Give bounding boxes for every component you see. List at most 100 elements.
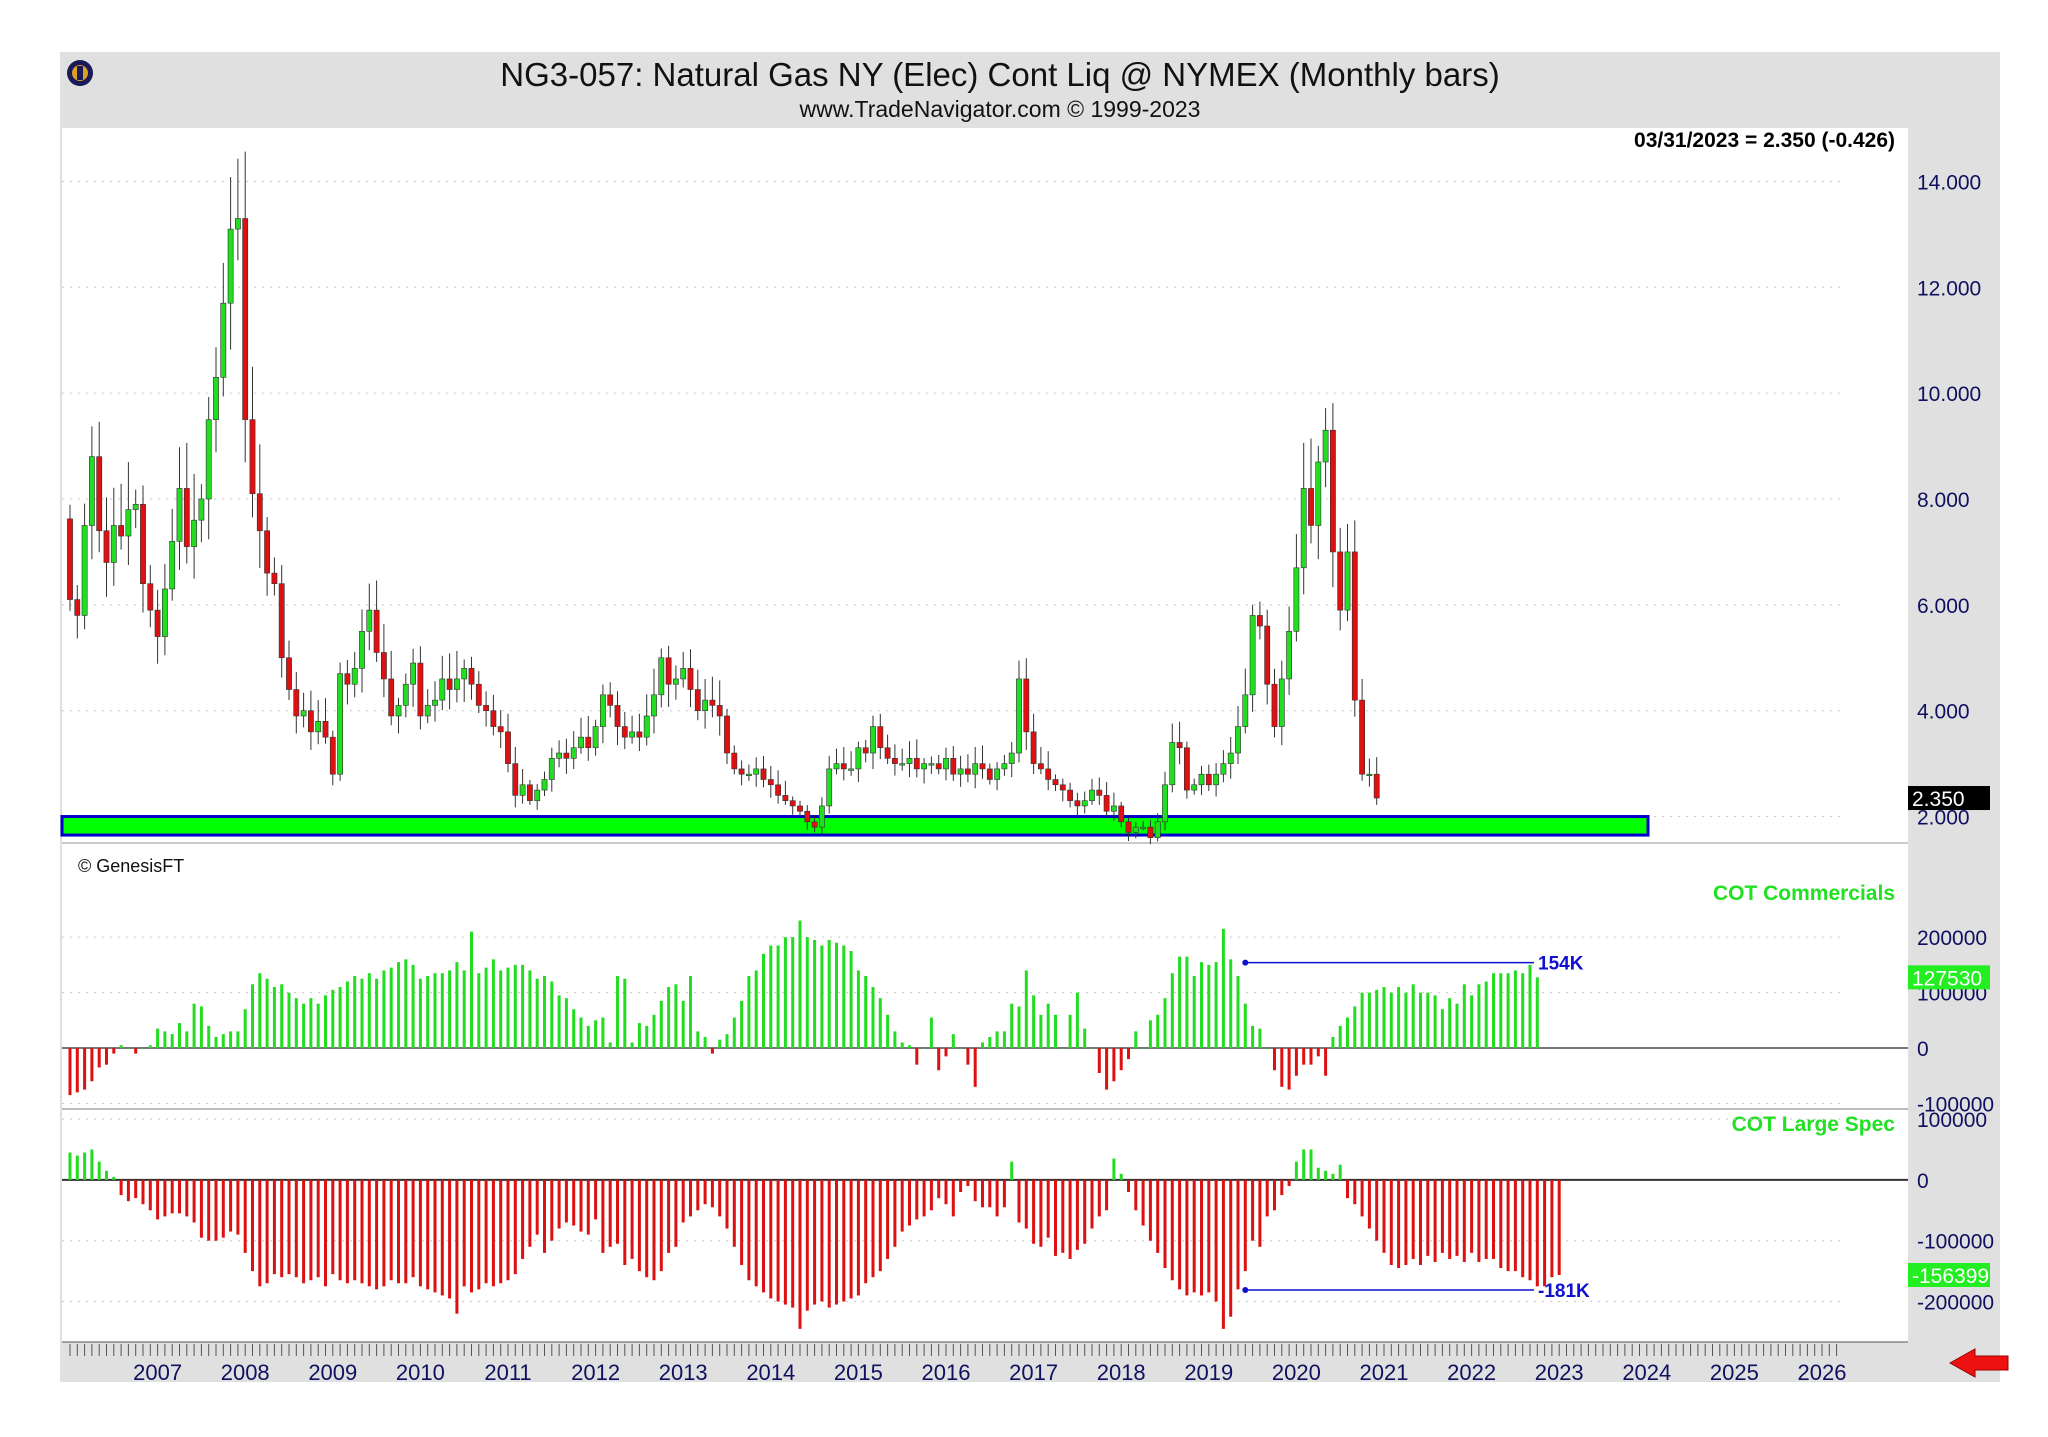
candle	[556, 740, 562, 768]
large-spec-bar	[769, 1179, 773, 1299]
candle	[183, 442, 190, 564]
candle	[1038, 746, 1044, 775]
commercials-bar	[331, 989, 335, 1049]
commercials-bar	[1156, 1014, 1160, 1049]
candle	[483, 691, 489, 727]
large-spec-bar	[754, 1179, 758, 1287]
commercials-bar	[251, 984, 254, 1049]
commercials-bars	[68, 920, 1539, 1096]
candle	[1344, 524, 1351, 622]
large-spec-bar	[491, 1179, 495, 1287]
svg-text:2.350: 2.350	[1912, 788, 1965, 811]
commercials-bar	[579, 1017, 583, 1049]
marker-lines: 154K -181K	[1242, 954, 1590, 1302]
candle	[110, 487, 117, 586]
candle	[1213, 763, 1219, 797]
commercials-bar	[725, 1034, 729, 1049]
commercials-bar	[842, 945, 846, 1049]
large-spec-bar	[1521, 1179, 1525, 1278]
x-year-label: 2025	[1710, 1360, 1759, 1385]
candle	[1293, 534, 1300, 642]
large-spec-bar	[1236, 1179, 1240, 1290]
candle	[242, 151, 249, 463]
left-arrow-icon[interactable]	[1948, 1348, 2009, 1378]
large-spec-bar	[1090, 1179, 1094, 1229]
commercials-bar	[1346, 1017, 1349, 1049]
x-year-label: 2014	[746, 1360, 795, 1385]
commercials-bar	[1397, 987, 1401, 1049]
candle	[672, 665, 679, 700]
candle	[636, 713, 643, 752]
x-year-label: 2024	[1622, 1360, 1671, 1385]
commercials-bar	[798, 920, 802, 1049]
commercials-bar	[1535, 977, 1539, 1049]
large-spec-bar	[594, 1179, 598, 1220]
commercials-marker-dot	[1242, 959, 1249, 966]
commercials-bar	[835, 942, 838, 1049]
large-spec-bar	[126, 1179, 130, 1202]
candle	[928, 756, 935, 774]
commercials-bar	[1061, 1048, 1065, 1049]
commercials-bar	[1046, 1003, 1050, 1049]
large-spec-bar	[1243, 1179, 1247, 1272]
candle	[913, 739, 920, 778]
candle	[1220, 750, 1227, 783]
candle	[906, 741, 913, 778]
commercials-bar	[1141, 1048, 1145, 1049]
candle	[957, 755, 964, 787]
commercials-bar	[389, 967, 393, 1049]
candle	[1016, 660, 1022, 763]
large-spec-bar	[1346, 1179, 1349, 1199]
cot-commercials-title: COT Commercials	[1713, 882, 1895, 905]
candle	[651, 668, 657, 734]
commercials-bar	[1280, 1048, 1284, 1087]
commercials-bar	[426, 975, 430, 1049]
trade-navigator-logo-icon[interactable]	[67, 60, 93, 86]
candle	[687, 649, 694, 707]
commercials-bar	[367, 973, 371, 1049]
commercials-bar	[491, 959, 495, 1049]
commercials-bar	[572, 1009, 576, 1049]
candle	[315, 700, 322, 745]
large-spec-bar	[1309, 1149, 1313, 1180]
price-tick-label: 12.000	[1917, 277, 1981, 300]
x-axis: 2007 2008 2009 2010 2011 2012 2013 2014 2015 2016…	[62, 1341, 1908, 1385]
candle	[1096, 777, 1103, 805]
large-spec-bar	[499, 1179, 503, 1284]
large-spec-bar	[470, 1179, 473, 1293]
large-spec-tick-label: 100000	[1917, 1109, 1987, 1132]
commercials-bar	[769, 945, 773, 1049]
large-spec-bar	[1185, 1179, 1189, 1296]
candle	[1162, 771, 1168, 831]
large-spec-bar	[1258, 1179, 1262, 1247]
commercials-bar	[732, 1017, 736, 1049]
commercials-bar	[521, 964, 525, 1049]
large-spec-bar	[199, 1179, 203, 1238]
large-spec-bar	[112, 1176, 116, 1180]
large-spec-bar	[105, 1170, 108, 1180]
large-spec-bar	[1389, 1179, 1393, 1266]
large-spec-bar	[564, 1179, 568, 1223]
commercials-bar	[411, 964, 415, 1049]
large-spec-bar	[1112, 1158, 1116, 1180]
commercials-bar	[1265, 1048, 1269, 1049]
large-spec-bar	[1367, 1179, 1371, 1229]
large-spec-bar	[1353, 1179, 1357, 1205]
commercials-bar	[535, 978, 539, 1049]
candle	[490, 694, 497, 736]
commercials-bar	[178, 1023, 181, 1049]
commercials-bar	[1090, 1048, 1094, 1049]
large-spec-bar	[856, 1179, 860, 1296]
large-spec-bar	[221, 1179, 225, 1238]
candle	[870, 715, 876, 770]
commercials-bar	[499, 970, 503, 1049]
commercials-bar	[199, 1006, 203, 1049]
large-spec-bar	[922, 1179, 926, 1217]
large-spec-bar	[389, 1179, 393, 1281]
candle	[439, 655, 446, 711]
candle	[227, 177, 234, 350]
large-spec-bar	[1440, 1179, 1444, 1253]
commercials-bar	[265, 978, 269, 1049]
commercials-bar	[1192, 975, 1196, 1049]
candle	[1184, 741, 1190, 799]
